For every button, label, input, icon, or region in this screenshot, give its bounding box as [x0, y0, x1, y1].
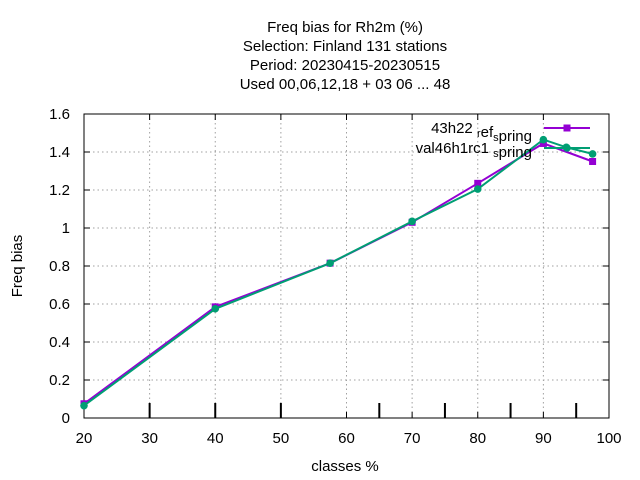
- x-tick-label: 30: [141, 430, 158, 447]
- y-tick-label: 1: [62, 220, 70, 237]
- x-tick-label: 70: [404, 430, 421, 447]
- y-tick-label: 0.4: [49, 334, 70, 351]
- series-line-1: [83, 142, 593, 405]
- title-line-3: Period: 20230415-20230515: [250, 57, 440, 74]
- series-line-2: [83, 138, 593, 407]
- data-point: [473, 185, 482, 193]
- y-tick-label: 0: [62, 410, 70, 427]
- data-point: [539, 139, 547, 147]
- x-tick-label: 80: [469, 430, 486, 447]
- data-point: [80, 401, 88, 410]
- x-tick-labels: 20 30 40 50 60 70 80 90 100: [76, 430, 622, 447]
- legend-label-1: 43h22 refspring: [431, 120, 532, 145]
- y-axis-label: Freq bias: [9, 235, 26, 298]
- data-point: [588, 150, 597, 158]
- data-point: [589, 158, 597, 165]
- x-axis-label: classes %: [311, 458, 379, 475]
- y-tick-label: 0.2: [49, 372, 70, 389]
- y-tick-labels: 0 0.2 0.4 0.6 0.8 1 1.2 1.4 1.6: [49, 106, 70, 427]
- series-lines: [80, 135, 597, 410]
- legend-marker: [563, 144, 571, 152]
- x-tick-label: 20: [76, 430, 93, 447]
- legend-marker: [563, 124, 571, 132]
- y-tick-label: 1.2: [49, 182, 70, 199]
- data-point: [326, 259, 334, 267]
- data-point: [408, 217, 416, 226]
- plot-border: [83, 113, 610, 419]
- data-point: [474, 179, 482, 187]
- x-tick-label: 50: [273, 430, 290, 447]
- grid-lines: [84, 114, 609, 418]
- data-point: [539, 135, 548, 144]
- x-tick-label: 60: [338, 430, 355, 447]
- y-tick-label: 0.8: [49, 258, 70, 275]
- title-line-1: Freq bias for Rh2m (%): [267, 19, 423, 36]
- chart-title: Freq bias for Rh2m (%) Selection: Finlan…: [240, 19, 451, 93]
- y-tick-label: 0.6: [49, 296, 70, 313]
- y-tick-label: 1.4: [49, 144, 70, 161]
- data-point: [211, 304, 220, 313]
- y-tick-label: 1.6: [49, 106, 70, 123]
- legend-label-2: val46h1rc1 spring: [416, 140, 532, 161]
- title-line-2: Selection: Finland 131 stations: [243, 38, 447, 55]
- x-tick-label: 90: [535, 430, 552, 447]
- title-line-4: Used 00,06,12,18 + 03 06 ... 48: [240, 76, 451, 93]
- x-tick-label: 40: [207, 430, 224, 447]
- x-tick-label: 100: [596, 430, 621, 447]
